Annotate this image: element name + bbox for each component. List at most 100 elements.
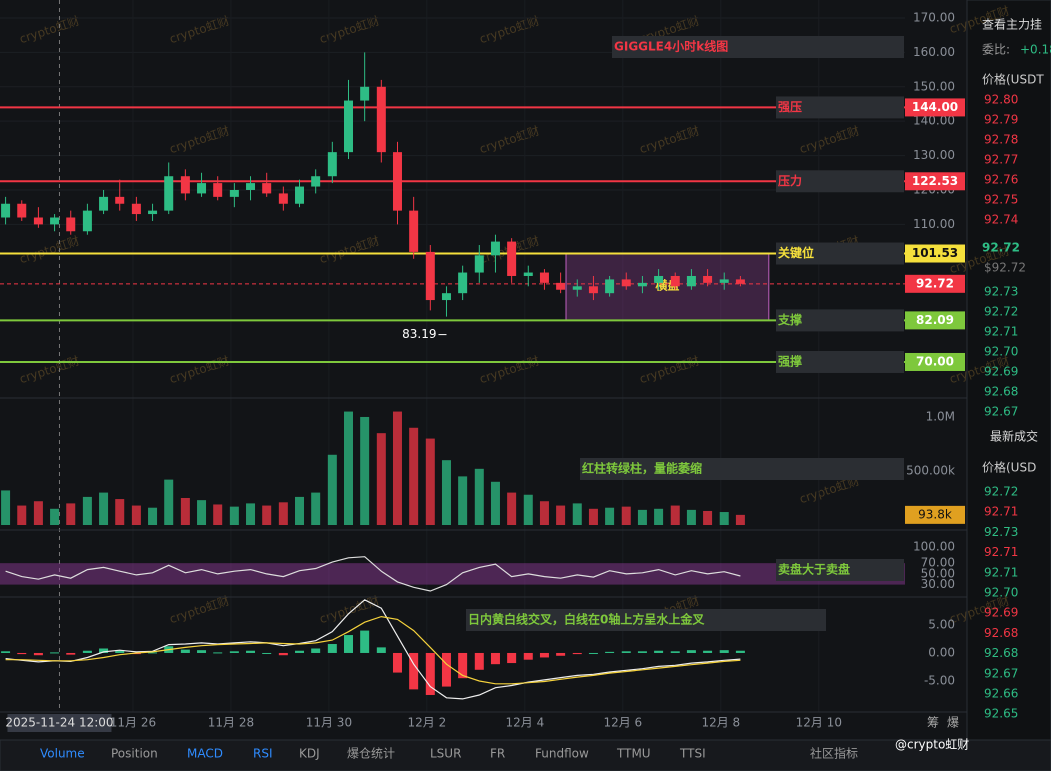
axis-tool[interactable]: 爆 [947,716,959,730]
macd-bar [686,650,696,653]
candle-body [17,203,27,218]
candle-body [148,210,158,215]
low-marker: 83.19 [402,327,436,341]
volume-bar [33,501,43,525]
candle-body [572,286,582,290]
volume-bar [539,501,549,525]
volume-bar [490,481,500,525]
macd-bar [637,651,647,653]
y-tick-label: 5.00 [928,617,955,631]
volume-bar [703,510,713,525]
trades-title: 最新成交 [990,429,1038,444]
x-tick-label: 11月 28 [208,716,254,730]
volume-bar [441,460,451,525]
volume-bar [474,468,484,525]
macd-bar [588,652,598,654]
volume-bar [1,490,11,525]
level-name-bg [776,242,904,265]
x-tick-label: 11月 26 [110,716,156,730]
candle-body [311,176,321,187]
y-tick-label: 50.00 [921,566,955,580]
candle-body [686,275,696,287]
y-tick-label: 110.00 [913,217,955,231]
macd-bar [719,650,729,653]
toolbar-item[interactable]: 爆仓统计 [347,747,395,761]
macd-bar [343,635,353,653]
toolbar-item[interactable]: RSI [253,747,273,761]
toolbar-item[interactable]: FR [490,747,505,761]
y-tick-label: 1.0M [926,409,955,423]
last-price-sub: $92.72 [984,261,1026,275]
note-bg [580,458,904,480]
candle-body [588,286,598,294]
volume-bar [654,508,664,525]
candle-body [1,203,11,218]
toolbar-item[interactable]: MACD [187,747,223,761]
trade-price: 92.71 [984,505,1018,519]
macd-bar [360,630,370,653]
toolbar-item[interactable]: TTSI [679,747,706,761]
ask-price: 92.78 [984,133,1018,147]
macd-bar [474,652,484,670]
macd-bar [392,652,402,673]
level-name-bg [776,309,904,332]
trade-price: 92.68 [984,646,1018,660]
toolbar-item[interactable]: KDJ [299,747,320,761]
macd-bar [507,652,517,664]
macd-bar [115,650,125,653]
macd-bar [539,652,549,658]
column-header: 价格(USD [982,460,1036,475]
bid-price: 92.68 [984,385,1018,399]
macd-bar [605,651,615,653]
candle-body [197,183,207,194]
ask-price: 92.77 [984,153,1018,167]
volume-bar [311,492,321,525]
volume-bar [523,494,533,525]
bid-price: 92.69 [984,365,1018,379]
level-name: 关键位 [778,245,814,260]
candle-body [703,275,713,283]
candle-body [50,217,60,225]
macd-bar [17,652,27,655]
volume-bar [115,499,125,525]
trade-price: 92.67 [984,666,1018,680]
axis-tool[interactable]: 筹 [927,716,939,730]
candle-body [458,272,468,294]
bid-price: 92.70 [984,345,1018,359]
toolbar [0,739,1051,771]
toolbar-item[interactable]: LSUR [430,747,461,761]
candle-body [621,279,631,287]
toolbar-item[interactable]: Position [111,747,158,761]
x-tick-label: 12月 10 [796,716,842,730]
toolbar-item[interactable]: 社区指标 [810,746,858,761]
volume-tag [905,505,965,524]
toolbar-item[interactable]: Fundflow [535,747,589,761]
ratio-label: 委比: [982,43,1010,57]
macd-bar [703,650,713,653]
macd-bar [523,652,533,660]
toolbar-item[interactable]: TTMU [616,747,651,761]
macd-bar [50,652,60,654]
bid-price: 92.67 [984,405,1018,419]
volume-bar [409,427,419,525]
candle-body [490,241,500,256]
level-tag [905,352,965,371]
last-price: 92.72 [982,241,1020,255]
level-tag [905,274,965,293]
ask-price: 92.79 [984,113,1018,127]
toolbar-item[interactable]: Volume [40,747,85,761]
candle-body [360,86,370,101]
level-name: 支撑 [777,312,802,327]
rsi-band [0,563,905,585]
macd-bar [180,649,190,653]
trade-price: 92.66 [984,687,1018,701]
trade-price: 92.72 [984,485,1018,499]
macd-bar [458,652,468,679]
volume-bar [278,502,288,525]
range-box [565,253,770,321]
ask-price: 92.74 [984,213,1018,227]
volume-bar [197,500,207,525]
volume-bar [392,411,402,525]
volume-bar [425,438,435,525]
macd-bar [670,651,680,653]
